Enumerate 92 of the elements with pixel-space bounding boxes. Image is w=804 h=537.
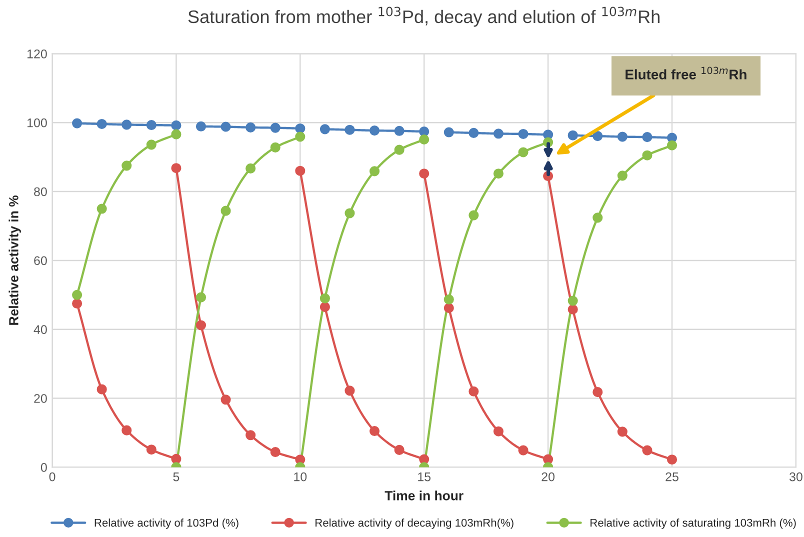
x-tick-label: 0 (49, 472, 56, 482)
point (592, 131, 603, 142)
x-tick-label: 10 (294, 472, 307, 482)
point (270, 446, 280, 458)
point (369, 166, 380, 176)
point (220, 122, 231, 132)
x-tick-label: 30 (789, 472, 802, 482)
y-tick-label: 40 (34, 325, 47, 334)
point (394, 144, 404, 155)
point (295, 132, 306, 142)
point (444, 294, 454, 304)
legend-label: Relative activity of decaying 103mRh(%) (316, 518, 514, 529)
point (617, 426, 628, 437)
legend-label: Relative activity of 103Pd (%) (94, 518, 238, 529)
x-tick-label: 20 (542, 472, 555, 482)
point (96, 384, 107, 394)
point (666, 140, 678, 150)
point (171, 129, 182, 140)
point (344, 124, 355, 135)
point (468, 386, 479, 396)
point (493, 426, 504, 436)
point (568, 296, 578, 306)
point (122, 160, 132, 171)
point (295, 123, 306, 134)
point (246, 163, 256, 174)
y-tick-label: 100 (28, 118, 47, 128)
point (122, 425, 132, 436)
point (320, 124, 330, 134)
point (220, 206, 231, 216)
point (617, 170, 628, 181)
point (444, 302, 454, 314)
point (246, 430, 256, 440)
point (666, 454, 678, 465)
point (394, 444, 404, 455)
point (246, 122, 256, 132)
y-tick-label: 60 (34, 256, 47, 266)
y-tick-label: 80 (34, 187, 47, 196)
point (171, 163, 182, 174)
point (196, 121, 206, 132)
y-axis-title: Relative activity in % (8, 196, 21, 325)
point (171, 454, 182, 464)
point (270, 122, 280, 133)
point (369, 126, 380, 136)
point (196, 320, 206, 330)
y-tick-label: 20 (34, 394, 47, 403)
point (642, 132, 652, 142)
point (72, 298, 82, 309)
point (518, 445, 528, 456)
point (642, 150, 652, 160)
point (320, 293, 330, 304)
x-axis-title: Time in hour (384, 490, 464, 500)
annotation: Eluted free $^{103m}$Rh (626, 66, 746, 80)
x-tick-label: 25 (666, 472, 678, 482)
point (72, 290, 82, 300)
point (171, 120, 182, 130)
point (518, 128, 528, 140)
point (493, 168, 504, 179)
point (444, 127, 454, 138)
point (493, 128, 504, 139)
point (568, 130, 578, 140)
point (592, 387, 603, 398)
point (568, 304, 578, 314)
chart-title: Saturation from mother $^{103}$Pd, decay and elution of $^{103m}$Rh (188, 6, 660, 27)
point (617, 132, 628, 142)
point (270, 142, 280, 152)
point (295, 166, 306, 176)
x-tick-label: 15 (418, 472, 431, 482)
point (419, 168, 430, 179)
point (96, 204, 107, 214)
point (419, 134, 430, 145)
y-tick-label: 0 (40, 462, 47, 472)
point (344, 208, 355, 218)
point (122, 120, 132, 130)
point (468, 128, 479, 138)
x-tick-label: 5 (173, 472, 180, 482)
point (344, 386, 355, 396)
legend-label: Relative activity of saturating 103mRh (%) (590, 518, 796, 529)
point (369, 426, 380, 436)
point (96, 118, 107, 130)
point (320, 302, 330, 312)
point (394, 126, 404, 136)
point (146, 120, 156, 130)
y-tick-label: 120 (28, 50, 47, 58)
point (146, 444, 156, 455)
point (468, 210, 479, 220)
point (146, 140, 156, 150)
point (196, 292, 206, 302)
point (642, 445, 652, 456)
point (518, 147, 528, 158)
point (592, 212, 603, 223)
point (72, 118, 82, 128)
point (220, 394, 231, 405)
